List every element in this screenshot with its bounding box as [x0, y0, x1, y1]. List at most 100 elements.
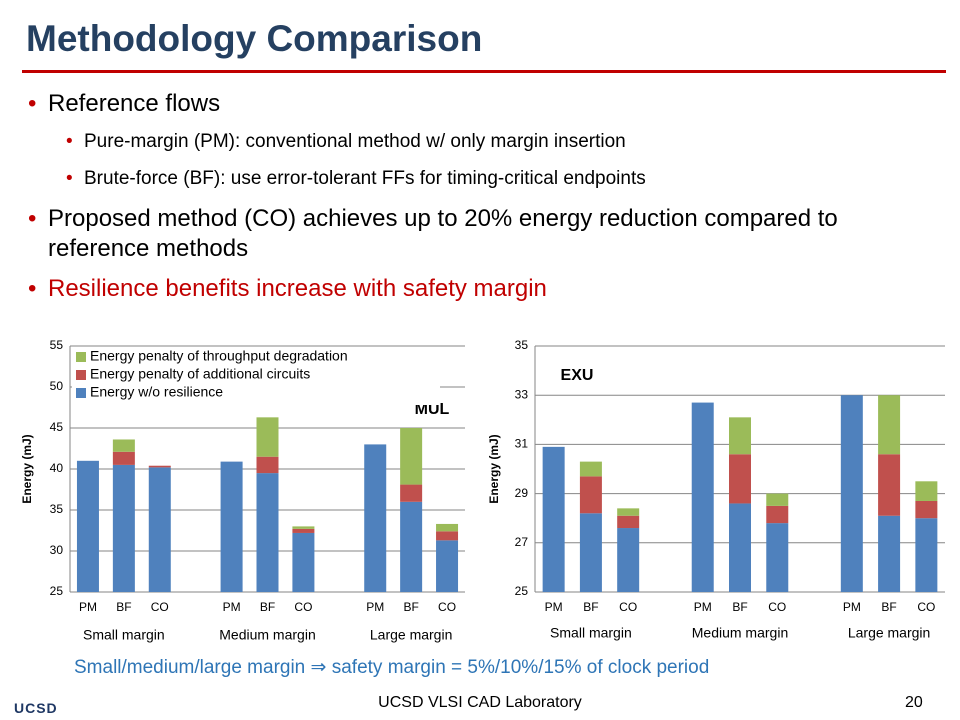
bar-segment: [436, 540, 459, 592]
bullet-text: Resilience benefits increase with safety…: [48, 275, 547, 302]
legend-label: Energy penalty of additional circuits: [90, 366, 310, 382]
y-axis-label: Energy (mJ): [487, 434, 501, 503]
bar-segment: [766, 493, 789, 506]
bar-segment: [76, 460, 99, 592]
bar-segment: [766, 505, 789, 524]
x-tick-label: PM: [545, 600, 563, 614]
group-label: Large margin: [370, 627, 453, 643]
sub-bullet-text: Pure-margin (PM): conventional method w/…: [84, 131, 626, 152]
bar-segment: [691, 402, 714, 592]
chart-annotation: EXU: [561, 367, 594, 384]
group-label: Medium margin: [219, 627, 315, 643]
group-label: Large margin: [848, 625, 931, 641]
y-tick-label: 27: [515, 535, 529, 549]
y-tick-label: 40: [50, 461, 64, 475]
sub-bullet: • Pure-margin (PM): conventional method w…: [66, 131, 626, 152]
slide-title: Methodology Comparison: [26, 18, 483, 59]
group-label: Small margin: [83, 627, 165, 643]
bar-segment: [617, 515, 640, 529]
bar-segment: [729, 454, 751, 504]
bar-segment: [400, 501, 423, 592]
y-tick-label: 31: [515, 437, 529, 451]
note: Small/medium/large margin ⇒ safety margi…: [74, 657, 710, 678]
bar-segment: [729, 417, 751, 455]
bar-segment: [915, 500, 938, 519]
bullet-text: Proposed method (CO) achieves up to 20% …: [48, 205, 838, 262]
title-rule: [22, 70, 946, 73]
legend-swatch: [76, 370, 86, 380]
group-label: Small margin: [550, 625, 632, 641]
bar-segment: [400, 428, 423, 485]
bar-segment: [617, 508, 640, 516]
bullet: • Resilience benefits increase with safet…: [28, 275, 547, 302]
bar-segment: [617, 528, 640, 592]
bar-segment: [915, 481, 938, 501]
bar-segment: [112, 439, 135, 452]
bar-segment: [148, 465, 171, 468]
bar-segment: [112, 451, 135, 465]
bar-segment: [878, 454, 901, 516]
x-tick-label: PM: [366, 600, 384, 614]
y-tick-label: 30: [50, 543, 64, 557]
bar-segment: [364, 444, 387, 592]
y-tick-label: 55: [50, 338, 64, 352]
x-tick-label: BF: [583, 600, 598, 614]
x-tick-label: BF: [403, 600, 418, 614]
x-tick-label: BF: [116, 600, 131, 614]
bar-segment: [436, 523, 459, 532]
page-number: 20: [905, 694, 923, 711]
y-tick-label: 25: [515, 584, 529, 598]
x-tick-label: BF: [260, 600, 275, 614]
x-tick-label: PM: [843, 600, 861, 614]
legend-box: [72, 347, 440, 405]
bullet: • Reference flows: [28, 90, 221, 117]
x-tick-label: BF: [881, 600, 896, 614]
y-tick-label: 29: [515, 486, 529, 500]
bar-segment: [256, 456, 279, 474]
sub-bullet: • Brute-force (BF): use error-tolerant FF…: [66, 168, 646, 189]
bar-segment: [878, 395, 901, 455]
chart-annotation: MUL: [415, 401, 450, 418]
y-tick-label: 25: [50, 584, 64, 598]
y-tick-label: 45: [50, 420, 64, 434]
bar-segment: [729, 503, 751, 592]
y-tick-label: 35: [515, 338, 529, 352]
bullet: • Proposed method (CO) achieves up to 20%…: [28, 205, 838, 262]
y-tick-label: 33: [515, 387, 529, 401]
bar-segment: [292, 528, 315, 533]
x-tick-label: CO: [151, 600, 169, 614]
bullet-text: Reference flows: [48, 90, 221, 117]
x-tick-label: CO: [438, 600, 456, 614]
legend-label: Energy w/o resilience: [90, 384, 223, 400]
logo: UCSD: [14, 700, 58, 716]
bar-segment: [148, 467, 171, 592]
bar-segment: [579, 461, 602, 477]
y-axis-label: Energy (mJ): [20, 434, 34, 503]
x-tick-label: CO: [917, 600, 935, 614]
bar-segment: [220, 461, 243, 592]
bar-segment: [292, 526, 315, 529]
y-tick-label: 50: [50, 379, 64, 393]
bar-segment: [256, 473, 279, 592]
bar-segment: [256, 417, 279, 457]
bar-segment: [579, 513, 602, 592]
x-tick-label: BF: [732, 600, 747, 614]
bar-segment: [915, 518, 938, 592]
bar-segment: [840, 395, 863, 592]
footer: UCSD VLSI CAD Laboratory: [378, 694, 582, 711]
x-tick-label: PM: [694, 600, 712, 614]
x-tick-label: CO: [619, 600, 637, 614]
x-tick-label: CO: [294, 600, 312, 614]
bar-segment: [579, 476, 602, 514]
y-tick-label: 35: [50, 502, 64, 516]
bar-segment: [436, 531, 459, 541]
legend-swatch: [76, 388, 86, 398]
bar-segment: [292, 532, 315, 592]
bar-segment: [878, 515, 901, 592]
x-tick-label: PM: [79, 600, 97, 614]
bar-segment: [766, 523, 789, 592]
bar-segment: [400, 484, 423, 502]
x-tick-label: PM: [223, 600, 241, 614]
